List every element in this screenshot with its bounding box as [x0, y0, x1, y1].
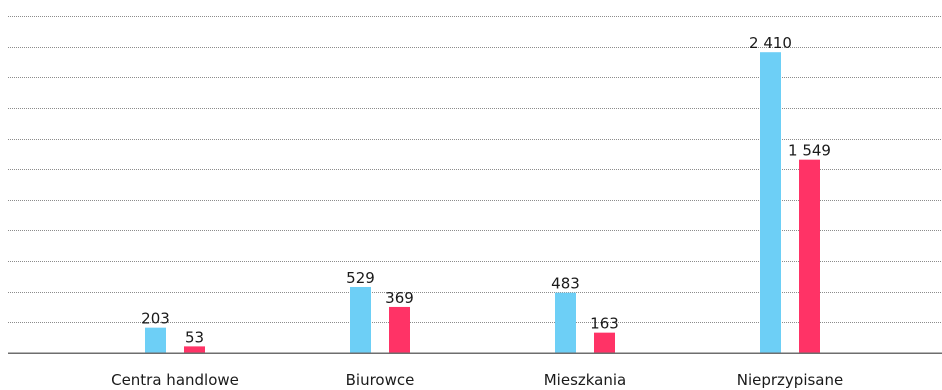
data-label: 163 — [590, 315, 619, 333]
bar-series-2-nieprzypisane — [799, 159, 820, 353]
gridlines — [8, 16, 942, 323]
data-label: 1 549 — [788, 142, 831, 160]
data-labels: 203 529 483 2 410 53 369 163 1 549 — [141, 34, 831, 346]
data-label: 53 — [185, 328, 204, 346]
bar-series-1-mieszkania — [555, 292, 576, 353]
bar-series-2-biurowce — [389, 306, 410, 353]
bars — [145, 52, 820, 354]
x-tick-label: Nieprzypisane — [737, 371, 844, 389]
bar-series-2-mieszkania — [594, 332, 615, 353]
data-label: 529 — [346, 269, 375, 287]
x-tick-label: Mieszkania — [544, 371, 627, 389]
bar-series-1-nieprzypisane — [760, 52, 781, 354]
x-tick-label: Centra handlowe — [111, 371, 239, 389]
data-label: 203 — [141, 310, 170, 328]
x-axis-ticks: Centra handlowe Biurowce Mieszkania Nieprzy… — [111, 371, 843, 389]
bar-series-2-centra-handlowe — [184, 346, 205, 353]
data-label: 483 — [551, 275, 580, 293]
x-tick-label: Biurowce — [346, 371, 415, 389]
data-label: 2 410 — [749, 34, 792, 52]
data-label: 369 — [385, 289, 414, 307]
bar-series-1-biurowce — [350, 286, 371, 353]
bar-series-1-centra-handlowe — [145, 327, 166, 353]
